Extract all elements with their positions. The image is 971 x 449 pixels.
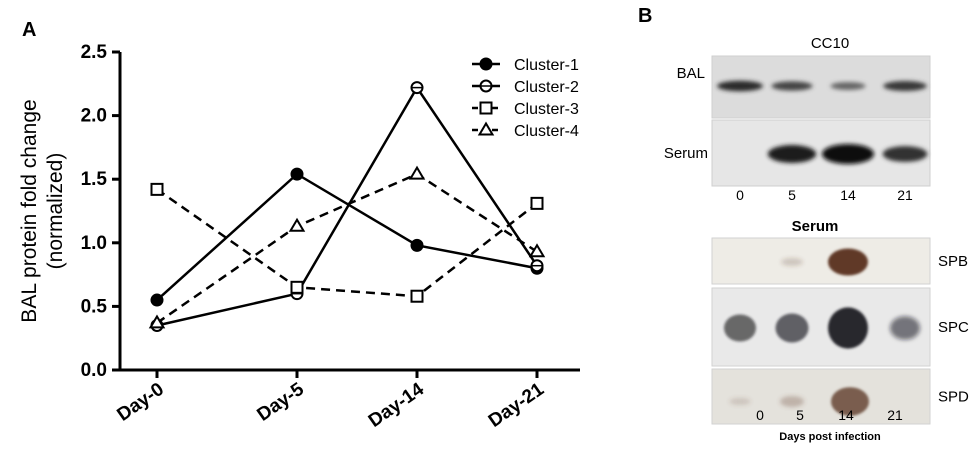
blot-band [822, 144, 874, 164]
legend-marker [477, 121, 495, 136]
blot-band [831, 387, 869, 416]
y-tick-label: 2.5 [81, 42, 108, 63]
x-tick-label: Day-21 [485, 379, 548, 432]
legend-marker [479, 79, 493, 93]
legend-entry: Cluster-1 [514, 57, 579, 74]
blot-membrane [711, 237, 931, 285]
blot-band [828, 248, 868, 276]
legend-entry: Cluster-3 [514, 101, 579, 118]
blot-row-spd: SPD [711, 368, 969, 425]
blot-serum-title: Serum [792, 218, 839, 235]
blot-band [775, 313, 809, 343]
western-blot-panel: CC10 BAL Serum 0 5 14 21 Serum SPB SPC SPD 0 5 14 21 Da… [664, 35, 969, 443]
blot-lane-label: 0 [756, 407, 764, 423]
blot-lane-label: 5 [796, 407, 804, 423]
blot-cc10-title: CC10 [811, 35, 849, 52]
blot-lane-label: 5 [788, 187, 796, 203]
blot-x-axis-label: Days post infection [779, 431, 881, 443]
blot-lane-label: 21 [887, 407, 903, 423]
data-point [530, 259, 544, 273]
blot-band [882, 146, 928, 162]
blot-row-label: SPB [938, 253, 968, 270]
y-tick-label: 0.0 [81, 360, 107, 381]
blot-band [883, 81, 927, 91]
data-point [290, 280, 304, 294]
y-tick-label: 0.5 [81, 296, 108, 317]
series-2 [150, 81, 544, 332]
blot-band [830, 82, 866, 90]
x-tick-label: Day-14 [365, 379, 428, 432]
y-axis-label: BAL protein fold change [18, 99, 41, 322]
data-point [410, 238, 424, 252]
series-3 [150, 182, 544, 303]
blot-band [771, 81, 813, 91]
data-point [150, 182, 164, 196]
blot-band [890, 316, 920, 340]
data-point [290, 167, 304, 181]
blot-lane-label: 14 [838, 407, 854, 423]
blot-band [780, 395, 804, 408]
data-point [148, 314, 166, 329]
line-chart: 0.0 0.5 1.0 1.5 2.0 2.5 Day-0 Day-5 Day-14 Day-21… [18, 42, 580, 432]
x-tick-label: Day-5 [253, 379, 308, 426]
data-point [410, 81, 424, 95]
blot-band [729, 397, 751, 406]
blot-row-label: SPC [938, 319, 969, 336]
blot-lane-label: 0 [736, 187, 744, 203]
blot-band [828, 307, 868, 349]
y-tick-label: 2.0 [81, 106, 107, 127]
blot-row-label: BAL [677, 65, 705, 82]
blot-band [717, 80, 763, 92]
blot-row-spc: SPC [711, 287, 969, 367]
blot-band [767, 145, 817, 163]
blot-row-label: SPD [938, 389, 969, 406]
data-point [410, 289, 424, 303]
data-point [408, 165, 426, 180]
blot-row-bal: BAL [677, 55, 931, 119]
legend-marker [479, 57, 493, 71]
blot-lane-label: 21 [897, 187, 913, 203]
blot-row-serum: Serum [664, 119, 931, 187]
data-point [530, 196, 544, 210]
series-line [156, 172, 538, 301]
y-axis-label-sub: (normalized) [44, 153, 67, 270]
blot-band [724, 314, 756, 342]
y-tick-label: 1.0 [81, 233, 107, 254]
blot-row-spb: SPB [711, 237, 968, 285]
legend-entry: Cluster-2 [514, 79, 579, 96]
blot-membrane [711, 368, 931, 425]
data-point [288, 217, 306, 232]
y-tick-label: 1.5 [81, 169, 108, 190]
panel-b-letter: B [638, 5, 652, 27]
blot-band [781, 258, 803, 266]
series-line [156, 188, 538, 298]
series-line [156, 85, 539, 327]
legend-marker [479, 101, 493, 115]
blot-row-label: Serum [664, 145, 708, 162]
series-4 [148, 165, 546, 329]
panel-a-letter: A [22, 19, 36, 41]
data-point [528, 243, 546, 258]
legend: Cluster-1 Cluster-2 Cluster-3 Cluster-4 [472, 57, 579, 140]
blot-lane-label: 14 [840, 187, 856, 203]
x-tick-label: Day-0 [113, 379, 167, 426]
legend-entry: Cluster-4 [514, 123, 579, 140]
data-point [150, 293, 164, 307]
